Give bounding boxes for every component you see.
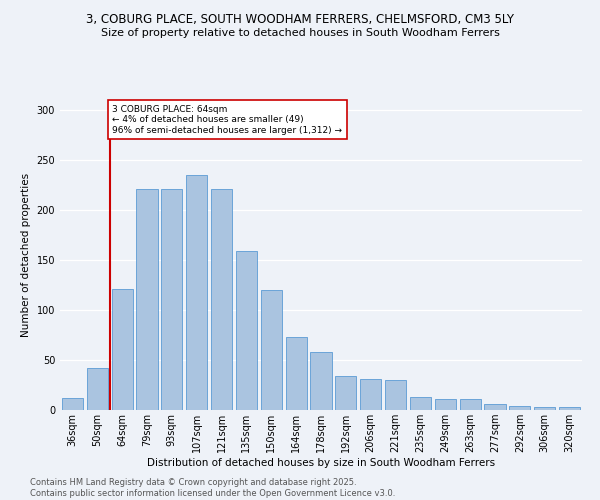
- Text: Size of property relative to detached houses in South Woodham Ferrers: Size of property relative to detached ho…: [101, 28, 499, 38]
- Bar: [211, 189, 232, 410]
- Bar: [360, 379, 381, 410]
- Bar: [435, 399, 456, 410]
- Text: Contains HM Land Registry data © Crown copyright and database right 2025.
Contai: Contains HM Land Registry data © Crown c…: [30, 478, 395, 498]
- Bar: [236, 251, 257, 410]
- Bar: [534, 407, 555, 410]
- Text: 3 COBURG PLACE: 64sqm
← 4% of detached houses are smaller (49)
96% of semi-detac: 3 COBURG PLACE: 64sqm ← 4% of detached h…: [112, 105, 342, 135]
- X-axis label: Distribution of detached houses by size in South Woodham Ferrers: Distribution of detached houses by size …: [147, 458, 495, 468]
- Bar: [112, 289, 133, 410]
- Bar: [385, 380, 406, 410]
- Text: 3, COBURG PLACE, SOUTH WOODHAM FERRERS, CHELMSFORD, CM3 5LY: 3, COBURG PLACE, SOUTH WOODHAM FERRERS, …: [86, 12, 514, 26]
- Bar: [161, 189, 182, 410]
- Bar: [335, 376, 356, 410]
- Bar: [62, 398, 83, 410]
- Bar: [136, 189, 158, 410]
- Bar: [310, 352, 332, 410]
- Y-axis label: Number of detached properties: Number of detached properties: [21, 173, 31, 337]
- Bar: [261, 290, 282, 410]
- Bar: [509, 406, 530, 410]
- Bar: [460, 399, 481, 410]
- Bar: [484, 404, 506, 410]
- Bar: [410, 397, 431, 410]
- Bar: [186, 175, 207, 410]
- Bar: [559, 407, 580, 410]
- Bar: [87, 368, 108, 410]
- Bar: [286, 337, 307, 410]
